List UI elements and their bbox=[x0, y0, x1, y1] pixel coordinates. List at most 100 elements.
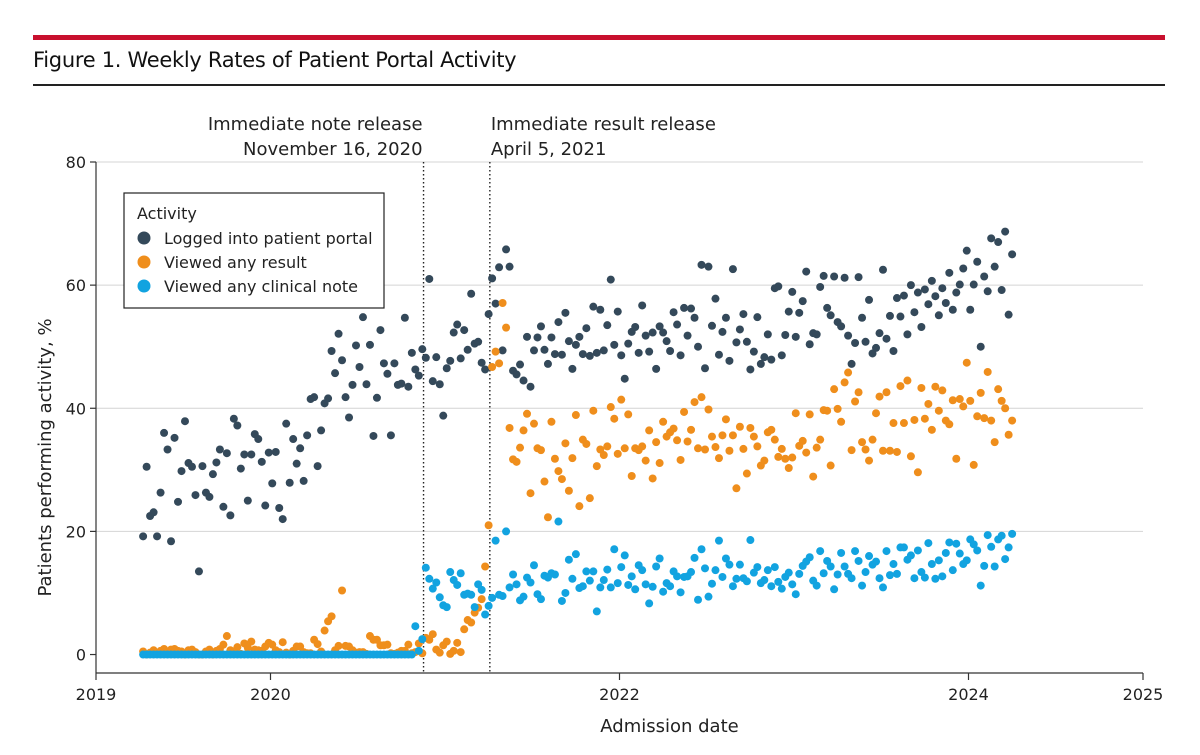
data-point bbox=[802, 448, 811, 457]
data-point bbox=[313, 462, 322, 471]
data-point bbox=[610, 340, 619, 349]
data-point bbox=[467, 618, 476, 627]
data-point bbox=[701, 364, 710, 373]
data-point bbox=[439, 411, 448, 420]
data-point bbox=[543, 513, 552, 522]
data-point bbox=[690, 398, 699, 407]
data-point bbox=[774, 577, 783, 586]
figure-title: Figure 1. Weekly Rates of Patient Portal… bbox=[33, 48, 517, 72]
data-point bbox=[1004, 310, 1013, 319]
data-point bbox=[1004, 543, 1013, 552]
data-point bbox=[662, 337, 671, 346]
data-point bbox=[931, 382, 940, 391]
data-point bbox=[481, 610, 490, 619]
data-point bbox=[233, 421, 242, 430]
data-point bbox=[495, 359, 504, 368]
data-point bbox=[474, 337, 483, 346]
data-point bbox=[278, 515, 287, 524]
data-point bbox=[899, 543, 908, 552]
data-point bbox=[543, 359, 552, 368]
data-point bbox=[261, 501, 270, 510]
data-point bbox=[725, 356, 734, 365]
data-point bbox=[568, 364, 577, 373]
data-point bbox=[756, 359, 765, 368]
data-point bbox=[379, 359, 388, 368]
data-point bbox=[739, 310, 748, 319]
data-point bbox=[694, 595, 703, 604]
data-point bbox=[683, 331, 692, 340]
data-point bbox=[746, 365, 755, 374]
data-point bbox=[959, 402, 968, 411]
data-point bbox=[976, 581, 985, 590]
data-point bbox=[1004, 430, 1013, 439]
data-point bbox=[512, 580, 521, 589]
data-point bbox=[732, 338, 741, 347]
data-point bbox=[652, 438, 661, 447]
data-point bbox=[872, 343, 881, 352]
data-point bbox=[927, 276, 936, 285]
data-point bbox=[578, 582, 587, 591]
data-point bbox=[777, 351, 786, 360]
data-point bbox=[557, 475, 566, 484]
data-point bbox=[788, 453, 797, 462]
data-point bbox=[638, 442, 647, 451]
data-point bbox=[372, 393, 381, 402]
data-point bbox=[498, 298, 507, 307]
data-point bbox=[247, 637, 256, 646]
data-point bbox=[767, 582, 776, 591]
data-point bbox=[502, 527, 511, 536]
data-point bbox=[1008, 416, 1017, 425]
data-point bbox=[491, 299, 500, 308]
data-point bbox=[994, 385, 1003, 394]
data-point bbox=[826, 311, 835, 320]
data-point bbox=[449, 328, 458, 337]
data-point bbox=[837, 548, 846, 557]
data-point bbox=[805, 410, 814, 419]
data-point bbox=[481, 562, 490, 571]
data-point bbox=[484, 601, 493, 610]
data-point bbox=[913, 546, 922, 555]
data-point bbox=[955, 549, 964, 558]
data-point bbox=[414, 646, 423, 655]
data-point bbox=[987, 542, 996, 551]
data-point bbox=[742, 337, 751, 346]
data-point bbox=[257, 457, 266, 466]
data-point bbox=[683, 437, 692, 446]
data-point bbox=[872, 557, 881, 566]
data-point bbox=[732, 484, 741, 493]
data-point bbox=[411, 365, 420, 374]
data-point bbox=[526, 382, 535, 391]
data-point bbox=[226, 511, 235, 520]
data-point bbox=[666, 582, 675, 591]
data-point bbox=[687, 425, 696, 434]
data-point bbox=[243, 496, 252, 505]
data-point bbox=[564, 486, 573, 495]
data-point bbox=[966, 396, 975, 405]
data-point bbox=[910, 308, 919, 317]
data-point bbox=[418, 635, 427, 644]
data-point bbox=[477, 585, 486, 594]
data-point bbox=[924, 399, 933, 408]
data-point bbox=[882, 388, 891, 397]
data-point bbox=[603, 565, 612, 574]
data-point bbox=[617, 395, 626, 404]
data-point bbox=[819, 569, 828, 578]
data-point bbox=[536, 595, 545, 604]
data-point bbox=[603, 321, 612, 330]
data-point bbox=[564, 555, 573, 564]
data-point bbox=[732, 574, 741, 583]
data-point bbox=[882, 334, 891, 343]
data-point bbox=[299, 476, 308, 485]
data-point bbox=[536, 322, 545, 331]
data-point bbox=[610, 545, 619, 554]
data-point bbox=[557, 350, 566, 359]
data-point bbox=[847, 446, 856, 455]
data-point bbox=[798, 436, 807, 445]
y-tick-label: 0 bbox=[76, 646, 86, 665]
data-point bbox=[488, 363, 497, 372]
data-point bbox=[816, 435, 825, 444]
annotation-text: November 16, 2020 bbox=[243, 139, 423, 160]
data-point bbox=[878, 265, 887, 274]
data-point bbox=[536, 446, 545, 455]
data-point bbox=[753, 313, 762, 322]
